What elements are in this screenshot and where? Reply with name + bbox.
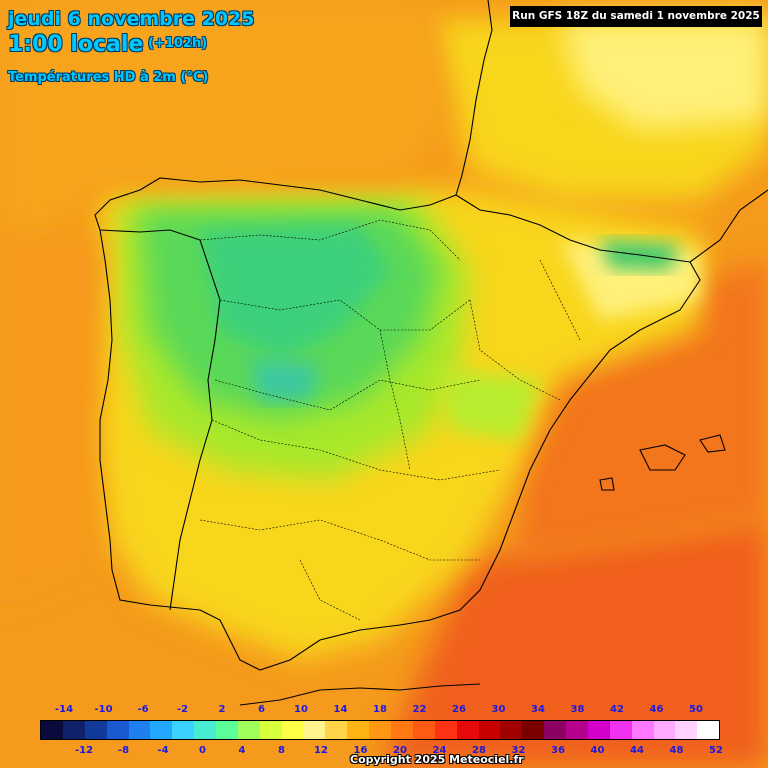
legend-label-bottom: 12 xyxy=(314,745,328,756)
legend-label-top: -6 xyxy=(137,704,149,715)
run-label: Run GFS 18Z du samedi 1 novembre 2025 xyxy=(510,6,762,27)
legend-swatch xyxy=(697,721,720,739)
legend-swatch xyxy=(41,721,63,739)
legend-label-top: -14 xyxy=(54,704,74,715)
legend-label-bottom: 32 xyxy=(511,745,526,756)
legend-swatch xyxy=(478,721,501,739)
legend-swatch xyxy=(412,721,435,739)
legend-swatch xyxy=(303,721,326,739)
legend-swatch xyxy=(434,721,457,739)
color-scale-legend xyxy=(40,720,720,740)
legend-label-bottom: 40 xyxy=(590,745,605,756)
legend-label-top: 18 xyxy=(373,704,387,715)
legend-label-bottom: 8 xyxy=(278,745,285,756)
legend-label-top: 14 xyxy=(333,704,348,715)
legend-label-top: 2 xyxy=(218,704,226,715)
legend-label-bottom: 52 xyxy=(709,745,723,756)
legend-swatch xyxy=(128,721,151,739)
legend-label-top: 38 xyxy=(570,704,585,715)
legend-label-bottom: 20 xyxy=(393,745,407,756)
legend-label-bottom: -4 xyxy=(157,745,169,756)
legend-swatch xyxy=(237,721,260,739)
legend-swatch xyxy=(347,721,370,739)
legend-label-top: 22 xyxy=(412,704,427,715)
legend-swatch xyxy=(522,721,545,739)
legend-label-bottom: 48 xyxy=(669,745,684,756)
legend-label-bottom: 16 xyxy=(353,745,368,756)
legend-label-top: 42 xyxy=(610,704,624,715)
legend-swatch xyxy=(369,721,391,739)
legend-swatch xyxy=(194,721,216,739)
legend-label-bottom: 24 xyxy=(432,745,447,756)
country-borders xyxy=(94,0,768,706)
legend-label-top: -10 xyxy=(94,704,113,715)
legend-label-top: 26 xyxy=(452,704,466,715)
legend-swatch xyxy=(609,721,632,739)
legend-swatch xyxy=(216,721,238,739)
legend-swatch xyxy=(566,721,588,739)
forecast-date: jeudi 6 novembre 2025 xyxy=(8,8,255,30)
legend-swatch xyxy=(259,721,282,739)
legend-swatch xyxy=(391,721,413,739)
legend-swatch xyxy=(106,721,129,739)
legend-label-top: 30 xyxy=(491,704,506,715)
legend-swatch xyxy=(456,721,479,739)
legend-swatch xyxy=(544,721,566,739)
legend-label-bottom: 36 xyxy=(551,745,565,756)
legend-label-bottom: 4 xyxy=(238,745,246,756)
forecast-offset: (+102h) xyxy=(148,36,208,51)
legend-swatch xyxy=(675,721,698,739)
forecast-hour: 1:00 locale xyxy=(8,32,144,57)
legend-label-top: -2 xyxy=(176,704,189,715)
copyright-text: Copyright 2025 Meteociel.fr xyxy=(350,753,524,766)
legend-label-top: 6 xyxy=(258,704,265,715)
legend-swatch xyxy=(500,721,523,739)
legend-swatch xyxy=(587,721,610,739)
region-borders xyxy=(199,219,581,621)
legend-swatch xyxy=(631,721,654,739)
legend-label-bottom: 0 xyxy=(199,745,206,756)
legend-label-bottom: 28 xyxy=(472,745,486,756)
legend-label-top: 10 xyxy=(294,704,308,715)
legend-label-bottom: -8 xyxy=(117,745,130,756)
legend-swatch xyxy=(653,721,676,739)
legend-label-bottom: -12 xyxy=(74,745,94,756)
legend-label-top: 34 xyxy=(531,704,545,715)
variable-title: Températures HD à 2m (°C) xyxy=(8,70,209,85)
legend-swatch xyxy=(172,721,195,739)
legend-swatch xyxy=(62,721,85,739)
legend-swatch xyxy=(150,721,173,739)
legend-label-bottom: 44 xyxy=(630,745,644,756)
legend-swatch xyxy=(325,721,348,739)
legend-label-top: 46 xyxy=(649,704,664,715)
legend-swatch xyxy=(281,721,304,739)
legend-swatch xyxy=(84,721,107,739)
legend-label-top: 50 xyxy=(689,704,703,715)
